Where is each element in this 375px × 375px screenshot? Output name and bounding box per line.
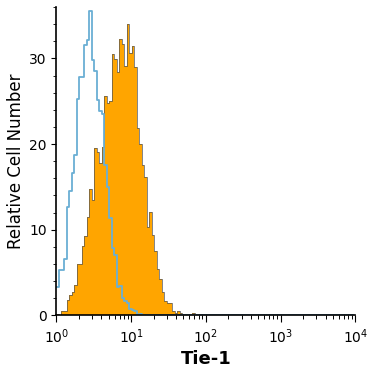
X-axis label: Tie-1: Tie-1 <box>180 350 231 368</box>
Y-axis label: Relative Cell Number: Relative Cell Number <box>7 74 25 249</box>
